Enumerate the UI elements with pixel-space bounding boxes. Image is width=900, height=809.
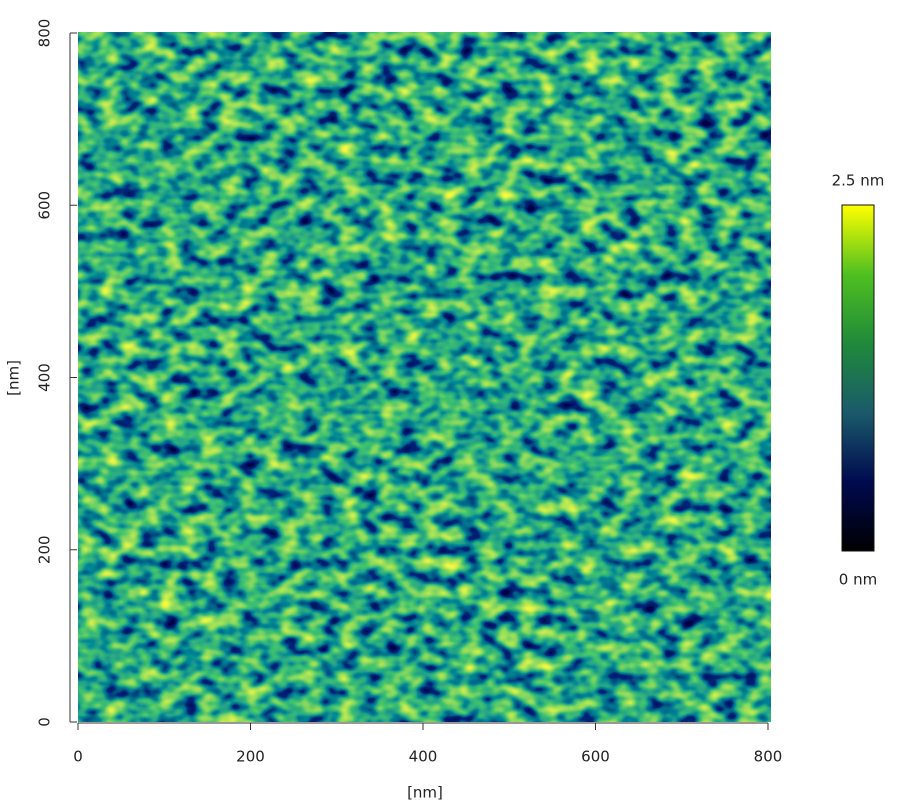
y-tick-label: 400 [36, 363, 54, 392]
y-axis-label: [nm] [5, 360, 23, 396]
colorbar-label: 2.5 nm [832, 172, 885, 190]
y-tick-label: 200 [36, 535, 54, 564]
x-axis-label: [nm] [407, 784, 443, 802]
y-tick-label: 0 [36, 717, 54, 727]
y-tick-label: 800 [36, 19, 54, 48]
x-tick-label: 200 [236, 748, 265, 766]
afm-image [78, 32, 771, 722]
y-tick-label: 600 [36, 191, 54, 220]
x-tick-label: 400 [409, 748, 438, 766]
x-tick-label: 800 [754, 748, 783, 766]
x-tick-label: 600 [581, 748, 610, 766]
x-tick-label: 0 [73, 748, 83, 766]
colorbar [841, 204, 875, 552]
colorbar-label: 0 nm [839, 571, 877, 589]
